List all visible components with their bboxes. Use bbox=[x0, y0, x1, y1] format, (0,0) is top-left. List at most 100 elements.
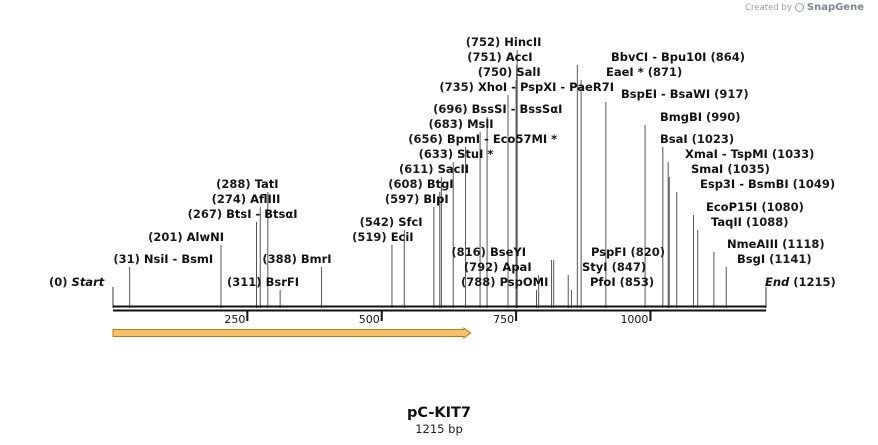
scale-tick-label-1000: 1000 bbox=[620, 313, 648, 326]
site-name-hincii: HincII bbox=[504, 35, 541, 49]
site-position-bmgbi: (990) bbox=[706, 110, 741, 124]
scale-ticks: 250 500 750 1000 bbox=[224, 310, 652, 326]
start-name: Start bbox=[72, 275, 105, 289]
site-label-eaei: EaeI * (871) bbox=[606, 65, 682, 79]
site-label-bmgbi: BmgBI (990) bbox=[660, 110, 741, 124]
site-label-bspei: BspEI - BsaWI (917) bbox=[621, 87, 749, 101]
site-position-bspei: (917) bbox=[714, 87, 749, 101]
site-name-apai: ApaI bbox=[502, 260, 531, 274]
end-position: (1215) bbox=[793, 275, 836, 289]
site-position-xhoi: (735) bbox=[439, 80, 474, 94]
site-position-bseyi: (816) bbox=[451, 245, 486, 259]
site-position-bsgi: (1141) bbox=[769, 252, 812, 266]
site-name-sacii: SacII bbox=[438, 162, 469, 176]
site-label-hincii: (752) HincII bbox=[466, 35, 542, 49]
site-position-acci: (751) bbox=[467, 50, 502, 64]
site-label-nmeaiii: NmeAIII (1118) bbox=[727, 237, 825, 251]
site-position-eaei: (871) bbox=[648, 65, 683, 79]
site-name-eaei: EaeI * bbox=[606, 65, 644, 79]
site-label-msli: (683) MslI bbox=[429, 117, 494, 131]
site-label-bsgi: BsgI (1141) bbox=[737, 252, 812, 266]
site-name-acci: AccI bbox=[506, 50, 533, 64]
site-name-sali: SalI bbox=[516, 65, 540, 79]
site-name-aflii: AflIII bbox=[250, 192, 280, 206]
site-name-nmeaiii: NmeAIII bbox=[727, 237, 778, 251]
site-position-aflii: (274) bbox=[212, 192, 247, 206]
site-name-blpi: BlpI bbox=[423, 192, 448, 206]
start-label: (0) Start bbox=[49, 275, 105, 289]
site-position-esp3i: (1049) bbox=[793, 177, 836, 191]
site-name-styi: StyI bbox=[582, 260, 608, 274]
site-label-bpmi: (656) BpmI - Eco57MI * bbox=[408, 132, 557, 146]
site-position-pspomi: (788) bbox=[461, 275, 496, 289]
site-name-bmri: BmrI bbox=[301, 252, 332, 266]
credit-prefix: Created by bbox=[745, 2, 792, 13]
map-title-block: pC-KIT7 1215 bp bbox=[0, 405, 878, 436]
site-label-esp3i: Esp3I - BsmBI (1049) bbox=[700, 177, 835, 191]
site-position-ecii: (519) bbox=[352, 230, 387, 244]
site-position-taqii: (1088) bbox=[746, 215, 789, 229]
site-name-nsii: NsiI - BsmI bbox=[144, 252, 213, 266]
site-name-bpmi: BpmI - Eco57MI * bbox=[447, 132, 557, 146]
end-label: End (1215) bbox=[765, 275, 836, 289]
site-position-bmri: (388) bbox=[262, 252, 297, 266]
sequence-backbone bbox=[113, 305, 766, 312]
site-label-pfoi: PfoI (853) bbox=[590, 275, 654, 289]
site-name-xhoi: XhoI - PspXI - PaeR7I bbox=[478, 80, 614, 94]
site-label-sfci: (542) SfcI bbox=[360, 215, 423, 229]
site-label-alwni: (201) AlwNI bbox=[148, 230, 224, 244]
site-label-xhoi: (735) XhoI - PspXI - PaeR7I bbox=[439, 80, 614, 94]
site-position-nmeaiii: (1118) bbox=[782, 237, 825, 251]
site-name-tati: TatI bbox=[255, 177, 279, 191]
site-position-alwni: (201) bbox=[148, 230, 183, 244]
site-label-ecop15i: EcoP15I (1080) bbox=[706, 200, 804, 214]
site-name-taqii: TaqII bbox=[711, 215, 742, 229]
site-name-xmai: XmaI - TspMI bbox=[685, 147, 768, 161]
site-label-blpi: (597) BlpI bbox=[385, 192, 449, 206]
site-label-sacii: (611) SacII bbox=[399, 162, 469, 176]
site-name-pfoi: PfoI bbox=[590, 275, 616, 289]
site-name-bsgi: BsgI bbox=[737, 252, 765, 266]
site-label-pspomi: (788) PspOMI bbox=[461, 275, 548, 289]
site-labels: (0) Start End (1215) (31) NsiI - BsmI (201)… bbox=[49, 35, 836, 289]
site-label-taqii: TaqII (1088) bbox=[711, 215, 788, 229]
site-label-bsssi: (696) BssSI - BssSαI bbox=[433, 102, 562, 116]
site-label-smai: SmaI (1035) bbox=[691, 162, 770, 176]
site-name-ecii: EciI bbox=[391, 230, 414, 244]
site-position-msli: (683) bbox=[429, 117, 464, 131]
site-position-blpi: (597) bbox=[385, 192, 420, 206]
site-name-pspomi: PspOMI bbox=[500, 275, 549, 289]
site-position-stui: (633) bbox=[419, 147, 454, 161]
snapgene-logo-icon bbox=[794, 3, 804, 12]
site-name-bseyi: BseYI bbox=[490, 245, 526, 259]
site-label-stui: (633) StuI * bbox=[419, 147, 494, 161]
site-label-tati: (288) TatI bbox=[216, 177, 278, 191]
site-label-ecii: (519) EciI bbox=[352, 230, 413, 244]
site-position-tati: (288) bbox=[216, 177, 251, 191]
end-name: End bbox=[765, 275, 790, 289]
scale-tick-label-250: 250 bbox=[224, 313, 245, 326]
site-name-ecop15i: EcoP15I bbox=[706, 200, 757, 214]
site-name-btgi: BtgI bbox=[427, 177, 454, 191]
site-position-nsii: (31) bbox=[113, 252, 140, 266]
site-position-smai: (1035) bbox=[727, 162, 770, 176]
site-position-ecop15i: (1080) bbox=[761, 200, 804, 214]
map-length: 1215 bp bbox=[415, 422, 463, 436]
site-name-bsai: BsaI bbox=[660, 132, 688, 146]
site-label-bsrfi: (311) BsrFI bbox=[227, 275, 299, 289]
feature-arrow-orf-arrow bbox=[112, 327, 472, 339]
site-label-bbvci: BbvCI - Bpu10I (864) bbox=[611, 50, 745, 64]
site-position-sfci: (542) bbox=[360, 215, 395, 229]
site-position-bsai: (1023) bbox=[692, 132, 735, 146]
site-position-bsrfi: (311) bbox=[227, 275, 262, 289]
site-name-bspei: BspEI - BsaWI bbox=[621, 87, 710, 101]
site-position-bbvci: (864) bbox=[710, 50, 745, 64]
credit-brand: SnapGene bbox=[806, 2, 864, 13]
site-label-apai: (792) ApaI bbox=[464, 260, 532, 274]
scale-tick-label-750: 750 bbox=[493, 313, 514, 326]
site-name-sfci: SfcI bbox=[398, 215, 422, 229]
site-name-stui: StuI * bbox=[457, 147, 493, 161]
site-label-nsii: (31) NsiI - BsmI bbox=[113, 252, 213, 266]
site-label-acci: (751) AccI bbox=[467, 50, 532, 64]
site-label-bmri: (388) BmrI bbox=[262, 252, 331, 266]
